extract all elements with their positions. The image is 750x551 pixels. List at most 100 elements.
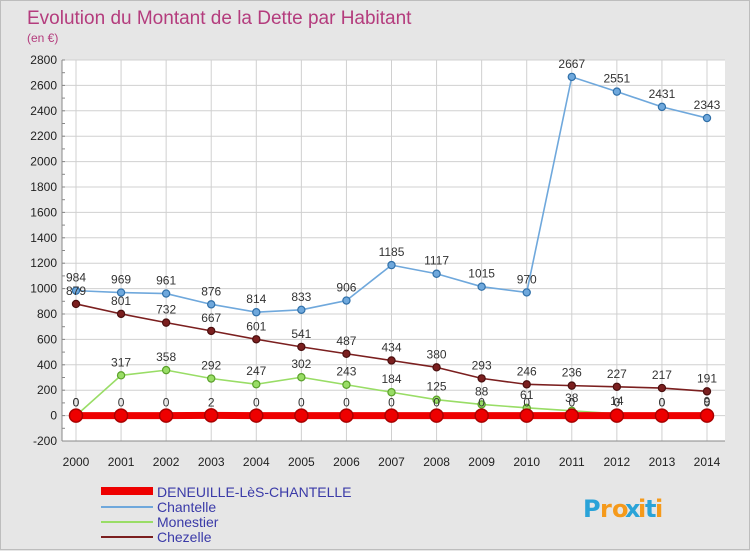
y-tick-label: 1600 (30, 205, 57, 219)
data-label: 125 (427, 380, 447, 394)
data-point (343, 350, 350, 357)
data-label: 0 (253, 396, 260, 410)
data-point (253, 309, 260, 316)
data-label: 9 (704, 394, 711, 408)
data-label: 667 (201, 311, 221, 325)
data-point (568, 382, 575, 389)
data-point (658, 384, 665, 391)
data-point (163, 319, 170, 326)
data-label: 0 (343, 396, 350, 410)
y-tick-label: 2800 (30, 53, 57, 67)
data-point (475, 409, 488, 422)
y-tick-label: 400 (37, 358, 57, 372)
data-point (430, 409, 443, 422)
x-tick-label: 2004 (243, 455, 270, 469)
y-tick-label: 1000 (30, 282, 57, 296)
data-point (658, 103, 665, 110)
data-point (160, 409, 173, 422)
data-label: 801 (111, 294, 131, 308)
y-tick-label: 1800 (30, 180, 57, 194)
data-point (298, 374, 305, 381)
data-label: 2343 (694, 98, 721, 112)
data-label: 217 (652, 368, 672, 382)
y-tick-label: 2400 (30, 104, 57, 118)
data-label: 358 (156, 350, 176, 364)
data-label: 2667 (558, 57, 585, 71)
data-label: 1015 (468, 267, 495, 281)
data-label: 906 (336, 281, 356, 295)
data-point (163, 367, 170, 374)
data-point (340, 409, 353, 422)
x-tick-label: 2009 (468, 455, 495, 469)
y-tick-label: -200 (33, 434, 57, 448)
data-label: 876 (201, 284, 221, 298)
data-label: 1185 (379, 245, 405, 259)
chart-title: Evolution du Montant de la Dette par Hab… (27, 8, 412, 29)
data-label: 2 (208, 395, 215, 409)
x-tick-label: 2010 (513, 455, 540, 469)
data-point (388, 262, 395, 269)
y-tick-label: 1200 (30, 256, 57, 270)
y-tick-label: 2600 (30, 78, 57, 92)
data-point (568, 73, 575, 80)
data-label: 487 (336, 334, 356, 348)
data-label: 0 (388, 396, 395, 410)
data-point (343, 381, 350, 388)
data-point (388, 357, 395, 364)
chart-subtitle: (en €) (27, 31, 58, 45)
data-point (250, 409, 263, 422)
data-point (253, 381, 260, 388)
data-label: 984 (66, 271, 86, 285)
data-label: 191 (697, 371, 717, 385)
data-label: 0 (73, 396, 80, 410)
data-point (433, 364, 440, 371)
data-label: 2551 (604, 72, 631, 86)
series-deneuille-l-s-chantelle (70, 409, 714, 422)
data-point (208, 301, 215, 308)
data-label: 293 (472, 358, 492, 372)
data-point (115, 409, 128, 422)
data-point (478, 283, 485, 290)
data-label: 961 (156, 274, 176, 288)
data-label: 2431 (649, 87, 676, 101)
y-tick-label: 800 (37, 307, 57, 321)
data-point (298, 343, 305, 350)
data-point (163, 290, 170, 297)
legend-label: Monestier (157, 514, 219, 530)
data-label: 1117 (424, 254, 449, 268)
data-label: 292 (201, 359, 221, 373)
legend: DENEUILLE-LèS-CHANTELLEChantelleMonestie… (101, 484, 352, 545)
y-tick-label: 2000 (30, 155, 57, 169)
data-label: 833 (291, 290, 311, 304)
data-label: 969 (111, 273, 131, 287)
data-point (253, 336, 260, 343)
data-label: 302 (291, 357, 311, 371)
legend-label: DENEUILLE-LèS-CHANTELLE (157, 484, 352, 500)
data-label: 317 (111, 355, 131, 369)
logo-letter: P (583, 495, 601, 523)
data-label: 0 (298, 396, 305, 410)
y-tick-label: 600 (37, 332, 57, 346)
data-label: 0 (118, 396, 125, 410)
data-label: 541 (291, 327, 311, 341)
y-tick-label: 0 (50, 409, 57, 423)
data-label: 380 (427, 347, 447, 361)
x-tick-label: 2012 (604, 455, 631, 469)
data-point (208, 375, 215, 382)
data-label: 14 (610, 394, 624, 408)
data-label: 814 (246, 292, 266, 306)
data-label: 38 (565, 391, 579, 405)
x-tick-label: 2008 (423, 455, 450, 469)
data-point (117, 372, 124, 379)
x-tick-label: 2007 (378, 455, 405, 469)
data-label: 434 (381, 340, 401, 354)
x-tick-label: 2006 (333, 455, 360, 469)
x-tick-label: 2003 (198, 455, 225, 469)
data-label: 879 (66, 284, 86, 298)
y-tick-label: 1400 (30, 231, 57, 245)
data-point (610, 409, 623, 422)
data-point (433, 270, 440, 277)
